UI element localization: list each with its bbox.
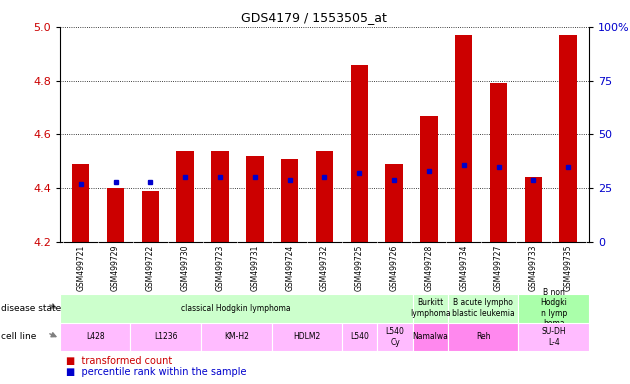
Text: disease state: disease state <box>1 304 61 313</box>
Bar <box>350 65 368 242</box>
Text: Burkitt
lymphoma: Burkitt lymphoma <box>410 298 450 318</box>
Bar <box>107 188 124 242</box>
Bar <box>386 164 403 242</box>
Bar <box>60 323 130 351</box>
Text: L540: L540 <box>350 333 369 341</box>
Text: B non
Hodgki
n lymp
homa: B non Hodgki n lymp homa <box>541 288 567 328</box>
Text: L540
Cy: L540 Cy <box>386 327 404 347</box>
Bar <box>60 294 413 323</box>
Bar <box>316 151 333 242</box>
Text: KM-H2: KM-H2 <box>224 333 249 341</box>
Bar <box>413 323 448 351</box>
Text: Reh: Reh <box>476 333 491 341</box>
Text: classical Hodgkin lymphoma: classical Hodgkin lymphoma <box>181 304 291 313</box>
Bar <box>272 323 342 351</box>
Bar <box>142 191 159 242</box>
Bar <box>413 294 448 323</box>
Bar <box>490 83 507 242</box>
Bar <box>201 323 272 351</box>
Bar <box>525 177 542 242</box>
Bar <box>420 116 438 242</box>
Bar <box>455 35 472 242</box>
Text: GSM499724: GSM499724 <box>285 245 294 291</box>
Text: Namalwa: Namalwa <box>413 333 448 341</box>
Text: GSM499722: GSM499722 <box>146 245 155 291</box>
Bar <box>176 151 194 242</box>
Text: ■  percentile rank within the sample: ■ percentile rank within the sample <box>66 367 247 377</box>
Text: GSM499731: GSM499731 <box>250 245 260 291</box>
Text: B acute lympho
blastic leukemia: B acute lympho blastic leukemia <box>452 298 515 318</box>
Text: GSM499723: GSM499723 <box>215 245 224 291</box>
Text: L1236: L1236 <box>154 333 178 341</box>
Text: GSM499734: GSM499734 <box>459 245 468 291</box>
Text: HDLM2: HDLM2 <box>293 333 321 341</box>
Bar <box>72 164 89 242</box>
Text: GSM499733: GSM499733 <box>529 245 538 291</box>
Text: ■  transformed count: ■ transformed count <box>66 356 173 366</box>
Bar <box>448 323 518 351</box>
Text: GSM499730: GSM499730 <box>181 245 190 291</box>
Title: GDS4179 / 1553505_at: GDS4179 / 1553505_at <box>241 11 387 24</box>
Bar <box>211 151 229 242</box>
Bar <box>130 323 201 351</box>
Text: GSM499735: GSM499735 <box>564 245 573 291</box>
Text: GSM499732: GSM499732 <box>320 245 329 291</box>
Text: L428: L428 <box>86 333 105 341</box>
Bar <box>342 323 377 351</box>
Text: GSM499721: GSM499721 <box>76 245 85 291</box>
Text: cell line: cell line <box>1 333 36 341</box>
Bar <box>246 156 263 242</box>
Bar <box>518 323 589 351</box>
Bar <box>448 294 518 323</box>
Text: GSM499728: GSM499728 <box>425 245 433 291</box>
Text: SU-DH
L-4: SU-DH L-4 <box>541 327 566 347</box>
Text: GSM499725: GSM499725 <box>355 245 364 291</box>
Text: GSM499727: GSM499727 <box>494 245 503 291</box>
Text: GSM499726: GSM499726 <box>389 245 399 291</box>
Text: GSM499729: GSM499729 <box>111 245 120 291</box>
Bar <box>281 159 299 242</box>
Bar <box>559 35 577 242</box>
Bar <box>377 323 413 351</box>
Bar <box>518 294 589 323</box>
